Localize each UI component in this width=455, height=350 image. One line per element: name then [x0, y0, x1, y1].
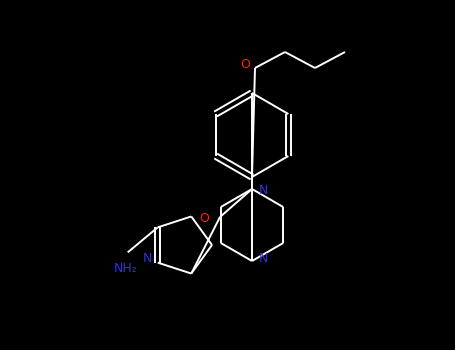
Text: N: N — [142, 252, 152, 265]
Text: O: O — [199, 212, 209, 225]
Text: N: N — [259, 184, 268, 197]
Text: N: N — [259, 252, 268, 266]
Text: O: O — [240, 58, 250, 71]
Text: NH₂: NH₂ — [114, 262, 137, 275]
